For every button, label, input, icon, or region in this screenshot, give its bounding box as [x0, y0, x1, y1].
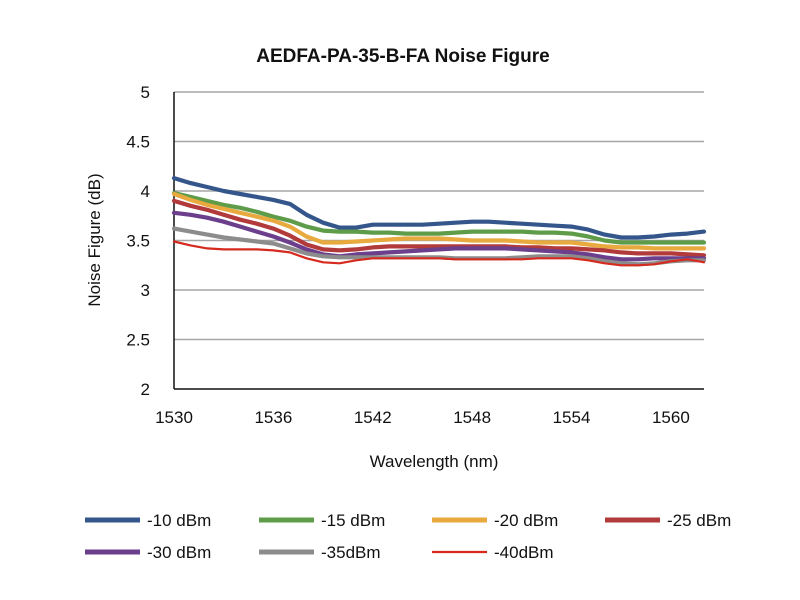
legend-item: -30 dBm [85, 543, 211, 562]
series-line-2 [171, 191, 707, 251]
series-line-0 [171, 176, 707, 240]
series-line-4 [171, 210, 707, 262]
legend-label: -40dBm [494, 543, 554, 562]
x-tick-label: 1542 [354, 408, 392, 427]
y-tick-label: 5 [141, 83, 150, 102]
y-tick-label: 3.5 [126, 232, 150, 251]
y-axis-label: Noise Figure (dB) [85, 173, 104, 306]
legend-label: -15 dBm [321, 511, 385, 530]
x-tick-label: 1536 [254, 408, 292, 427]
x-tick-labels: 1530 1536 1542 1548 1554 1560 [155, 408, 690, 427]
y-tick-labels: 2 2.5 3 3.5 4 4.5 5 [126, 83, 150, 399]
chart-title: AEDFA-PA-35-B-FA Noise Figure [256, 46, 549, 67]
legend-item: -10 dBm [85, 511, 211, 530]
legend-item: -25 dBm [605, 511, 731, 530]
x-tick-label: 1530 [155, 408, 193, 427]
legend-label: -25 dBm [667, 511, 731, 530]
y-tick-label: 2.5 [126, 331, 150, 350]
legend-item: -20 dBm [432, 511, 558, 530]
series-lines [171, 176, 707, 267]
x-tick-label: 1560 [652, 408, 690, 427]
x-axis-label: Wavelength (nm) [370, 452, 499, 471]
y-tick-label: 4 [141, 182, 150, 201]
series-line-3 [171, 198, 707, 258]
x-tick-label: 1548 [453, 408, 491, 427]
legend-label: -20 dBm [494, 511, 558, 530]
legend-label: -10 dBm [147, 511, 211, 530]
series-line-6 [172, 240, 706, 267]
x-tick-label: 1554 [553, 408, 591, 427]
y-tick-label: 4.5 [126, 133, 150, 152]
legend-item: -35dBm [259, 543, 381, 562]
legend: -10 dBm -15 dBm -20 dBm -25 dBm -30 dBm -35dB… [85, 511, 731, 562]
y-tick-label: 3 [141, 281, 150, 300]
legend-label: -35dBm [321, 543, 381, 562]
legend-item: -40dBm [432, 543, 554, 562]
y-tick-label: 2 [141, 380, 150, 399]
legend-label: -30 dBm [147, 543, 211, 562]
legend-item: -15 dBm [259, 511, 385, 530]
series-line-1 [171, 190, 707, 245]
